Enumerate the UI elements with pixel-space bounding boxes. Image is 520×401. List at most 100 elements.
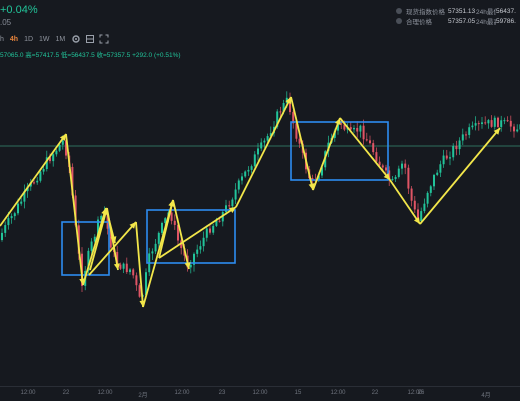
candle-body — [465, 134, 467, 136]
trend-line — [82, 207, 107, 286]
trend-line — [312, 117, 341, 191]
candle-body — [164, 218, 167, 223]
candle-body — [125, 263, 128, 273]
time-axis-tick: 23 — [218, 390, 226, 396]
time-axis-tick: 12:00 — [407, 390, 423, 396]
candle-body — [474, 123, 477, 126]
trend-arrowhead — [129, 222, 136, 229]
candle-body — [257, 148, 259, 155]
candle-body — [449, 157, 451, 159]
trend-line — [339, 117, 391, 181]
trend-line — [172, 199, 190, 270]
candle-body — [42, 169, 45, 172]
candle-body — [106, 212, 109, 229]
stat-label: 现货指数价格 — [406, 9, 445, 16]
candle-body — [417, 209, 419, 221]
info-icon — [396, 8, 402, 14]
candle-body — [20, 201, 23, 204]
ohlc-readout: 57065.0 高=57417.5 低=56437.5 收=57357.5 +2… — [0, 52, 181, 59]
candle-body — [487, 120, 490, 124]
candle-body — [17, 203, 19, 214]
timeframe-1m[interactable]: 1M — [55, 35, 66, 43]
stat-row-fair: 合理价格 57357.05 24h最高 59786. — [396, 16, 520, 26]
time-axis-tick: 26 — [417, 390, 425, 396]
candle-body — [212, 225, 215, 233]
candle-body — [100, 215, 103, 220]
candle-body — [372, 143, 375, 153]
candle-body — [433, 174, 435, 187]
candle-body — [292, 112, 295, 124]
timeframe-h[interactable]: h — [0, 35, 4, 43]
candle-body — [122, 263, 125, 269]
candle-body — [161, 222, 163, 233]
trend-line — [106, 207, 119, 271]
layers-icon[interactable] — [85, 34, 95, 44]
candle-body — [61, 140, 64, 145]
candle-body — [397, 168, 400, 177]
candle-body — [497, 117, 499, 128]
candle-body — [365, 139, 368, 141]
time-axis-tick: 12:00 — [252, 390, 268, 396]
info-icon — [396, 18, 402, 24]
change-percent: +0.04% — [0, 4, 38, 16]
trend-line — [235, 96, 292, 208]
candle-body — [234, 189, 237, 200]
trend-arrowhead — [493, 128, 500, 135]
timeframe-4h[interactable]: 4h — [9, 35, 19, 43]
timeframe-1d[interactable]: 1D — [24, 35, 34, 43]
fullscreen-icon[interactable] — [99, 34, 109, 44]
candle-body — [356, 127, 359, 132]
trend-line — [135, 221, 144, 308]
candle-body — [36, 180, 39, 183]
stat-value: 57357.05 — [448, 17, 476, 25]
stat-label: 24h最高 — [476, 19, 496, 26]
candle-body — [420, 211, 423, 221]
settings-icon[interactable] — [71, 34, 81, 44]
candle-body — [170, 212, 173, 221]
candle-body — [215, 220, 218, 226]
trend-line — [89, 207, 108, 271]
candle-body — [359, 125, 362, 132]
candle-body — [317, 175, 320, 181]
candle-body — [484, 122, 487, 124]
candle-body — [129, 269, 131, 273]
candle-body — [241, 176, 243, 181]
candle-body — [321, 167, 323, 176]
candle-body — [260, 142, 263, 149]
candle-body — [145, 272, 147, 296]
pattern-box — [146, 209, 236, 264]
candle-body — [39, 171, 42, 181]
candle-body — [279, 111, 282, 113]
candle-body — [353, 127, 355, 130]
trend-line — [158, 199, 174, 259]
candle-body — [253, 154, 256, 167]
candle-body — [436, 172, 439, 175]
trend-line — [65, 133, 84, 286]
stat-label: 合理价格 — [406, 19, 432, 26]
candle-body — [343, 124, 346, 130]
timeframe-1w[interactable]: 1W — [39, 35, 50, 43]
candle-body — [490, 120, 493, 127]
trend-line — [88, 221, 137, 276]
candle-body — [193, 253, 195, 265]
candle-body — [401, 163, 403, 169]
sub-value: .05 — [0, 18, 12, 27]
trend-line — [0, 133, 67, 227]
candle-body — [407, 167, 410, 189]
stat-value: 57351.13 — [448, 7, 476, 15]
candle-body — [439, 164, 442, 173]
candle-body — [298, 138, 301, 144]
candle-body — [369, 140, 371, 144]
candle-body — [503, 120, 506, 122]
candle-body — [13, 213, 16, 217]
candle-body — [138, 285, 141, 297]
candle-body — [269, 133, 272, 137]
candle-body — [388, 170, 391, 180]
stat-value: 56437. — [496, 7, 516, 15]
candle-body — [349, 127, 352, 130]
candle-body — [513, 126, 515, 132]
candle-body — [23, 191, 26, 202]
candle-body — [391, 179, 394, 181]
time-axis-tick: 22 — [62, 390, 70, 396]
